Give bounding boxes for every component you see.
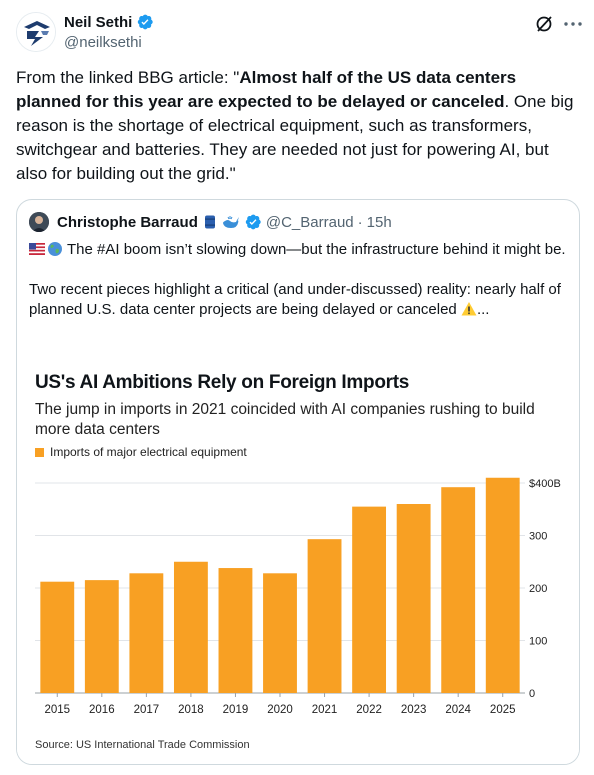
bar-2018 [173, 561, 208, 693]
quote-header: Christophe Barraud @C_Barraud · 15h [57, 213, 392, 231]
post-text: From the linked BBG article: "Almost hal… [16, 66, 576, 186]
y-tick-label: 300 [529, 531, 547, 543]
quote-paragraph-1: The #AI boom isn’t slowing down—but the … [29, 240, 569, 260]
verified-badge-icon [245, 214, 261, 230]
us-flag-icon [29, 243, 45, 255]
quote-text: The #AI boom isn’t slowing down—but the … [29, 240, 569, 320]
x-tick-label: 2024 [445, 704, 471, 716]
post-text-bold: Almost half of the US data centers plann… [16, 68, 517, 111]
quote-separator: · [357, 213, 363, 231]
quote-paragraph-2: Two recent pieces highlight a critical (… [29, 280, 569, 320]
verified-badge-icon [138, 14, 154, 30]
chart-image[interactable]: US's AI Ambitions Rely on Foreign Import… [17, 357, 579, 764]
chart-source: Source: US International Trade Commissio… [35, 739, 250, 751]
bar-2019 [218, 568, 253, 693]
bar-2016 [84, 580, 119, 693]
quote-time[interactable]: 15h [366, 213, 392, 231]
y-tick-label: $400B [529, 478, 561, 490]
whale-icon [222, 216, 239, 228]
legend-label: Imports of major electrical equipment [50, 445, 247, 459]
x-tick-label: 2025 [490, 704, 516, 716]
legend-swatch [35, 447, 44, 457]
chart-legend: Imports of major electrical equipment [35, 445, 247, 459]
grok-icon[interactable] [534, 14, 554, 34]
quote-line-2: Two recent pieces highlight a critical (… [29, 281, 561, 318]
bar-2021 [307, 539, 342, 693]
author-name[interactable]: Neil Sethi [64, 13, 133, 31]
x-tick-label: 2017 [134, 704, 160, 716]
quote-avatar-image [29, 212, 49, 232]
quote-author-avatar[interactable] [29, 212, 49, 232]
bar-2017 [129, 573, 164, 693]
chart-title: US's AI Ambitions Rely on Foreign Import… [35, 372, 410, 393]
warning-icon [461, 302, 477, 316]
quote-author-name[interactable]: Christophe Barraud [57, 213, 198, 231]
bar-2020 [263, 573, 297, 693]
quote-author-handle[interactable]: @C_Barraud [265, 213, 354, 231]
bar-2024 [441, 487, 476, 693]
globe-icon [48, 242, 62, 256]
quote-line-1: The #AI boom isn’t slowing down—but the … [67, 241, 566, 258]
barrel-icon [204, 215, 215, 229]
y-tick-label: 100 [529, 636, 547, 648]
x-tick-label: 2016 [89, 704, 115, 716]
post-text-prefix: From the linked BBG article: " [16, 68, 240, 87]
y-tick-label: 0 [529, 688, 535, 700]
x-tick-label: 2022 [356, 704, 382, 716]
post-text-suffix: . One big reason is the shortage of elec… [16, 92, 574, 183]
bar-chart: 0 100 200 300 $400B 2015 2016 2017 2018 2019 2020 2… [35, 477, 561, 716]
bar-2015 [40, 581, 75, 693]
y-tick-label: 200 [529, 583, 547, 595]
x-tick-label: 2018 [178, 704, 204, 716]
logo-avatar [17, 13, 55, 51]
bar-2022 [352, 506, 387, 693]
x-tick-label: 2020 [267, 704, 293, 716]
more-icon[interactable] [562, 14, 584, 34]
author-name-row[interactable]: Neil Sethi [64, 13, 154, 31]
x-tick-label: 2015 [44, 704, 70, 716]
bar-2025 [485, 477, 520, 693]
author-avatar[interactable] [16, 12, 56, 52]
x-tick-label: 2019 [223, 704, 249, 716]
author-handle[interactable]: @neilksethi [64, 34, 142, 51]
x-tick-label: 2021 [312, 704, 338, 716]
x-tick-label: 2023 [401, 704, 427, 716]
quote-show-more[interactable]: ... [476, 301, 490, 318]
bar-2023 [396, 504, 431, 693]
chart-subtitle: The jump in imports in 2021 coincided wi… [35, 401, 535, 438]
quoted-post[interactable]: Christophe Barraud @C_Barraud · 15h The … [16, 199, 580, 765]
